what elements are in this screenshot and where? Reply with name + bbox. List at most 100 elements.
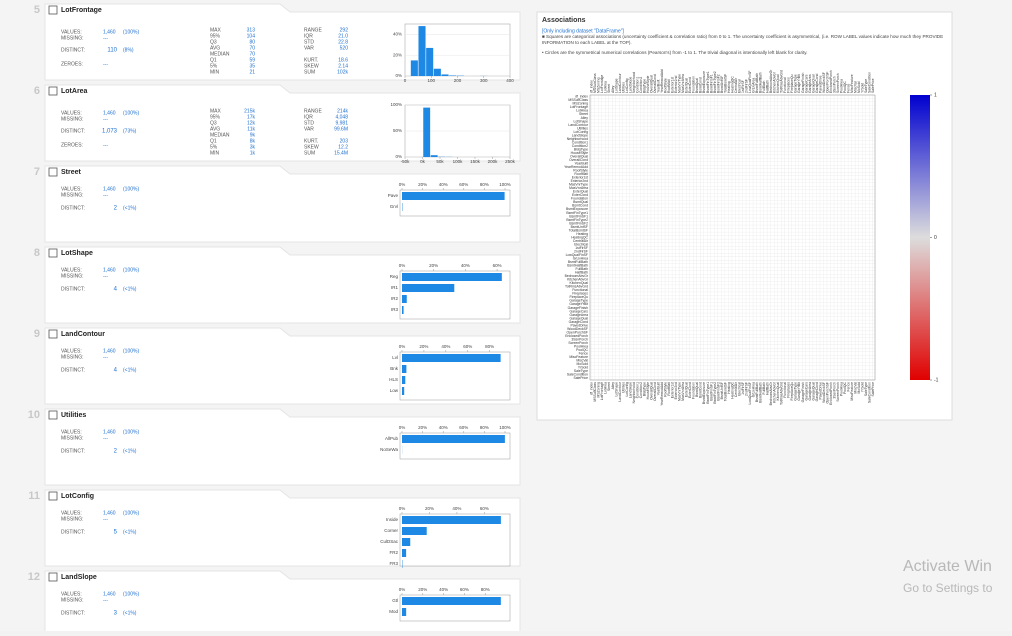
histogram-bar bbox=[431, 155, 438, 157]
histogram-bar bbox=[423, 108, 430, 157]
bar bbox=[402, 295, 407, 303]
feature-number: 5 bbox=[34, 4, 40, 16]
x-tick-label: 200k bbox=[488, 159, 499, 164]
x-tick-label: 60% bbox=[463, 344, 472, 349]
y-tick-label: 40% bbox=[393, 32, 402, 37]
summary-pct: (<1%) bbox=[123, 529, 137, 535]
bar bbox=[402, 435, 505, 443]
x-tick-label: 80% bbox=[481, 587, 490, 592]
summary-pct: (73%) bbox=[123, 128, 137, 134]
histogram-bar bbox=[426, 48, 433, 76]
x-tick-label: 20% bbox=[419, 344, 428, 349]
summary-pct: (100%) bbox=[123, 29, 139, 35]
x-tick-label: 0% bbox=[399, 182, 406, 187]
summary-pct: (100%) bbox=[123, 186, 139, 192]
x-tick-label: 40% bbox=[439, 182, 448, 187]
assoc-note: • Circles are the symmetrical numerical … bbox=[542, 50, 947, 58]
feature-number: 8 bbox=[34, 247, 40, 259]
col-label-top: SalePrice bbox=[871, 78, 875, 93]
watermark: Go to Settings to bbox=[903, 581, 993, 595]
feature-name: LandContour bbox=[61, 331, 105, 338]
row-label: SalePrice bbox=[573, 376, 588, 380]
summary-pct: (<1%) bbox=[123, 205, 137, 211]
stat-label: VAR bbox=[304, 45, 314, 51]
summary-label: DISTINCT: bbox=[61, 448, 85, 454]
summary-label: MISSING: bbox=[61, 116, 84, 122]
category-label: Low bbox=[390, 388, 399, 393]
x-tick-label: 150k bbox=[470, 159, 481, 164]
x-tick-label: 40% bbox=[441, 344, 450, 349]
category-label: Corner bbox=[384, 528, 398, 533]
summary-label: MISSING: bbox=[61, 192, 84, 198]
stat-label: SUM bbox=[304, 150, 315, 156]
feature-number: 11 bbox=[28, 490, 40, 502]
colorbar bbox=[910, 95, 930, 380]
category-label: Lvl bbox=[392, 355, 398, 360]
x-tick-label: 0% bbox=[399, 344, 406, 349]
feature-name: LandSlope bbox=[61, 574, 97, 581]
summary-value: 110 bbox=[107, 48, 117, 54]
summary-pct: (<1%) bbox=[123, 367, 137, 373]
category-label: Reg bbox=[390, 274, 399, 279]
stat-value: 1k bbox=[250, 150, 256, 156]
feature-number: 7 bbox=[34, 166, 40, 178]
stat-value: 102k bbox=[337, 69, 348, 75]
feature-number: 10 bbox=[28, 409, 40, 421]
summary-value: --- bbox=[103, 273, 108, 279]
bar bbox=[402, 608, 406, 616]
bar bbox=[402, 354, 501, 362]
summary-value: --- bbox=[103, 192, 108, 198]
summary-pct: (<1%) bbox=[123, 448, 137, 454]
summary-pct: (<1%) bbox=[123, 286, 137, 292]
summary-pct: (8%) bbox=[123, 47, 134, 53]
summary-label: DISTINCT: bbox=[61, 128, 85, 134]
summary-value: --- bbox=[103, 435, 108, 441]
bar bbox=[402, 284, 454, 292]
x-tick-label: 80% bbox=[480, 182, 489, 187]
colorbar-label: -1 bbox=[934, 377, 939, 383]
bar bbox=[402, 273, 502, 281]
bar bbox=[402, 365, 406, 373]
summary-pct: (100%) bbox=[123, 510, 139, 516]
category-label: Pave bbox=[388, 193, 399, 198]
category-label: Bnk bbox=[390, 366, 399, 371]
stat-value: 21 bbox=[249, 69, 255, 75]
stat-label: MIN bbox=[210, 69, 220, 75]
category-label: IR1 bbox=[391, 285, 399, 290]
watermark: Activate Win bbox=[903, 558, 992, 575]
summary-label: DISTINCT: bbox=[61, 610, 85, 616]
x-tick-label: 20% bbox=[429, 263, 438, 268]
category-label: Grvl bbox=[390, 204, 398, 209]
category-label: Mod bbox=[389, 609, 398, 614]
histogram-bar bbox=[434, 69, 441, 76]
x-tick-label: 100% bbox=[499, 425, 511, 430]
x-tick-label: 60% bbox=[460, 587, 469, 592]
bar bbox=[402, 527, 427, 535]
summary-value: --- bbox=[103, 354, 108, 360]
summary-label: MISSING: bbox=[61, 273, 84, 279]
summary-label: DISTINCT: bbox=[61, 205, 85, 211]
category-label: Gtl bbox=[392, 598, 398, 603]
feature-name: Utilities bbox=[61, 412, 86, 419]
summary-pct: (<1%) bbox=[123, 610, 137, 616]
histogram-bar bbox=[449, 75, 456, 76]
category-label: AllPub bbox=[385, 436, 399, 441]
x-tick-label: 60% bbox=[459, 182, 468, 187]
histogram-bar bbox=[411, 60, 418, 76]
assoc-title: Associations bbox=[542, 17, 586, 24]
stat-value: 15.4M bbox=[334, 150, 348, 156]
x-tick-label: 0% bbox=[399, 425, 406, 430]
x-tick-label: 50k bbox=[436, 159, 444, 164]
bar bbox=[402, 538, 410, 546]
histogram-bar bbox=[441, 74, 448, 76]
summary-value: --- bbox=[103, 35, 108, 41]
y-tick-label: 50% bbox=[393, 128, 402, 133]
x-tick-label: 200 bbox=[454, 78, 462, 83]
category-label: NoSeWa bbox=[380, 447, 398, 452]
stat-value: 520 bbox=[340, 45, 349, 51]
x-tick-label: 40% bbox=[439, 587, 448, 592]
category-label: CulDSac bbox=[380, 539, 399, 544]
x-tick-label: -50k bbox=[401, 159, 411, 164]
bar bbox=[402, 549, 406, 557]
bar bbox=[402, 306, 404, 314]
